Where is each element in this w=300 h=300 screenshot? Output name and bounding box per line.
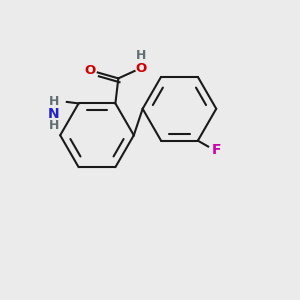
Text: H: H: [48, 119, 59, 132]
Text: O: O: [85, 64, 96, 76]
Text: O: O: [135, 62, 147, 75]
Text: H: H: [136, 49, 146, 62]
Text: H: H: [48, 94, 59, 107]
Text: F: F: [212, 143, 222, 157]
Text: N: N: [48, 107, 59, 121]
